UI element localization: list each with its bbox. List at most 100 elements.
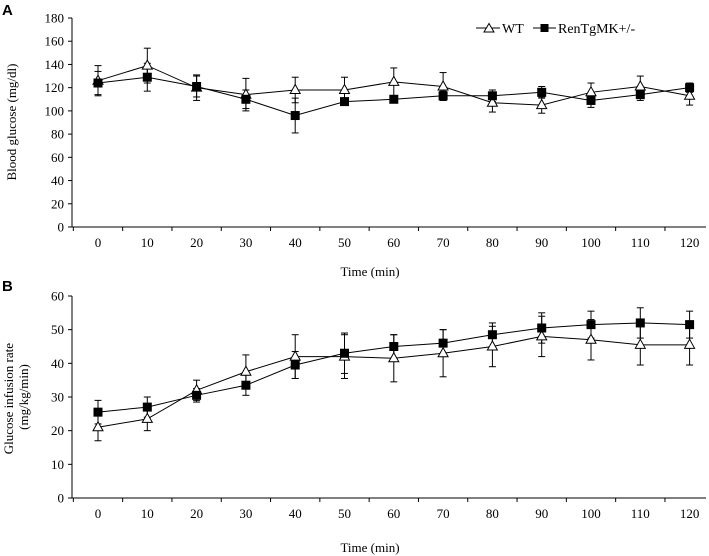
data-point-rentg <box>389 94 399 104</box>
data-point-wt <box>387 75 400 86</box>
data-point-wt <box>387 351 400 363</box>
data-point-rentg <box>685 83 695 93</box>
panel-b-label: B <box>2 278 13 295</box>
panel-b-y-axis-title-line2: (mg/kg/min) <box>16 364 31 430</box>
y-tick-label: 60 <box>51 289 64 304</box>
x-tick-label: 110 <box>631 235 650 250</box>
data-point-rentg <box>537 323 547 333</box>
x-tick-label: 60 <box>387 235 400 250</box>
data-point-rentg <box>537 87 547 97</box>
x-tick-label: 20 <box>190 235 203 250</box>
y-tick-label: 140 <box>45 57 65 72</box>
data-point-rentg <box>290 111 300 121</box>
x-tick-label: 10 <box>141 235 154 250</box>
data-point-wt <box>535 329 548 341</box>
data-point-rentg <box>93 78 103 88</box>
y-tick-label: 20 <box>51 196 64 211</box>
data-point-rentg <box>192 390 202 400</box>
data-point-rentg <box>487 330 497 340</box>
data-point-wt <box>585 85 597 97</box>
data-point-rentg <box>685 320 695 330</box>
x-tick-label: 0 <box>95 235 102 250</box>
x-tick-label: 110 <box>631 506 650 521</box>
data-point-rentg <box>635 90 645 100</box>
legend-wt-label: WT <box>502 22 524 37</box>
x-tick-label: 90 <box>535 506 548 521</box>
panel-a-x-axis-title: Time (min) <box>340 264 399 279</box>
data-point-wt <box>141 59 154 70</box>
x-tick-label: 30 <box>239 235 252 250</box>
panel-a: A Blood glucose (mg/dl) Time (min) WT Re… <box>2 2 706 279</box>
data-point-wt <box>92 420 104 432</box>
y-tick-label: 60 <box>51 150 64 165</box>
data-point-rentg <box>290 360 300 370</box>
x-tick-label: 120 <box>680 506 700 521</box>
y-tick-label: 80 <box>51 127 64 142</box>
data-point-rentg <box>586 95 596 105</box>
data-point-wt <box>486 339 499 351</box>
legend-rentg-marker <box>540 24 549 32</box>
x-tick-label: 40 <box>289 506 302 521</box>
x-tick-label: 100 <box>581 235 601 250</box>
data-point-rentg <box>192 82 202 92</box>
y-tick-label: 0 <box>58 491 65 506</box>
data-point-wt <box>486 96 499 107</box>
data-point-rentg <box>142 72 152 82</box>
data-point-rentg <box>142 402 152 412</box>
data-point-rentg <box>93 407 103 417</box>
y-tick-label: 20 <box>51 423 64 438</box>
legend: WT RenTgMK+/- <box>476 22 635 37</box>
data-point-rentg <box>487 91 497 101</box>
y-tick-label: 0 <box>58 220 65 235</box>
y-tick-label: 40 <box>51 356 64 371</box>
data-point-wt <box>289 350 302 361</box>
y-tick-label: 100 <box>45 103 65 118</box>
x-tick-label: 20 <box>190 506 203 521</box>
y-tick-label: 30 <box>51 390 64 405</box>
x-tick-label: 50 <box>338 506 351 521</box>
data-point-wt <box>683 89 696 100</box>
data-point-rentg <box>438 338 448 348</box>
x-tick-label: 70 <box>437 235 450 250</box>
panel-a-y-axis-title: Blood glucose (mg/dl) <box>4 64 19 181</box>
data-point-wt <box>634 79 647 91</box>
data-point-rentg <box>389 342 399 351</box>
y-tick-label: 160 <box>45 34 65 49</box>
data-point-wt <box>289 83 302 94</box>
legend-rentg-label: RenTgMK+/- <box>558 22 635 37</box>
x-tick-label: 10 <box>141 506 154 521</box>
x-tick-label: 40 <box>289 235 302 250</box>
data-point-wt <box>141 412 154 423</box>
x-tick-label: 90 <box>535 235 548 250</box>
data-point-wt <box>338 83 351 94</box>
y-tick-label: 50 <box>51 322 64 337</box>
x-tick-label: 30 <box>239 506 252 521</box>
data-point-rentg <box>340 97 349 107</box>
x-tick-label: 0 <box>95 506 102 521</box>
data-point-rentg <box>241 380 251 390</box>
data-point-rentg <box>340 348 349 358</box>
data-point-wt <box>585 333 597 344</box>
panel-b-x-axis-title: Time (min) <box>340 540 399 555</box>
data-point-wt <box>437 346 449 358</box>
x-tick-label: 120 <box>680 235 700 250</box>
data-point-rentg <box>438 91 448 101</box>
panel-b-y-axis-title: Glucose infusion rate (mg/kg/min) <box>1 340 31 454</box>
data-point-wt <box>437 79 449 91</box>
data-point-rentg <box>586 320 596 330</box>
data-point-wt <box>240 365 252 376</box>
panel-b: B Glucose infusion rate (mg/kg/min) Time… <box>1 278 706 555</box>
y-tick-label: 180 <box>45 11 65 26</box>
x-tick-label: 50 <box>338 235 351 250</box>
data-point-wt <box>634 338 647 349</box>
data-point-rentg <box>241 94 251 104</box>
panel-a-label: A <box>2 2 13 19</box>
data-point-wt <box>535 98 548 110</box>
x-tick-label: 80 <box>486 235 499 250</box>
x-tick-label: 60 <box>387 506 400 521</box>
y-tick-label: 40 <box>51 173 64 188</box>
x-tick-label: 100 <box>581 506 601 521</box>
y-tick-label: 120 <box>45 80 65 95</box>
data-point-rentg <box>635 318 645 328</box>
